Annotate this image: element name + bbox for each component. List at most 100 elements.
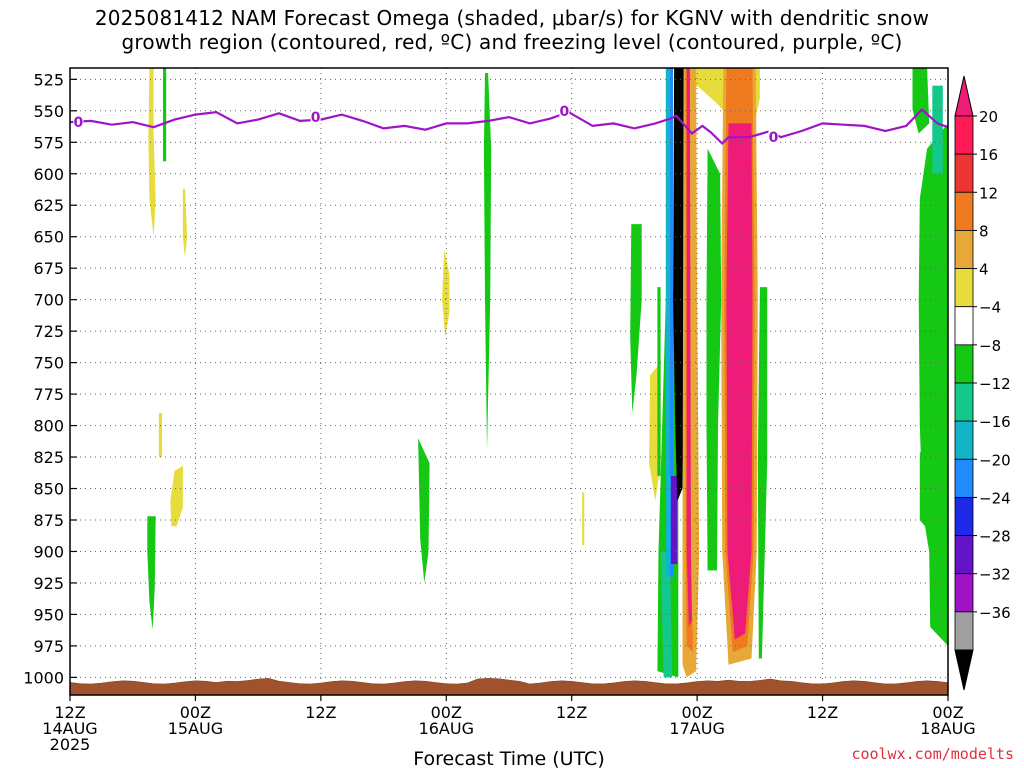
freezing-level-label-bg-1: [310, 108, 321, 125]
x-tick-label-12-2: 15AUG: [168, 719, 223, 738]
colorbar-label-6: −8: [979, 337, 1001, 355]
omega-region-22: [665, 68, 670, 577]
colorbar-top-arrow: [954, 75, 974, 117]
y-tick-label-925: 925: [33, 574, 64, 593]
y-tick-label-850: 850: [33, 480, 64, 499]
x-tick-label-24-1: 12Z: [305, 703, 336, 722]
ground-layer: [69, 678, 949, 696]
omega-region-17: [912, 68, 930, 134]
y-tick-label-700: 700: [33, 291, 64, 310]
colorbar-swatch-2: [954, 191, 974, 231]
freezing-level-label-0: 0: [73, 115, 83, 131]
omega-region-15: [706, 148, 722, 571]
freezing-level-label-bg-2: [559, 101, 570, 118]
colorbar: 20 16 12 8 4 −4 −8 −12 −16 −20 −24 −28 −32 −36: [954, 75, 1011, 691]
freezing-level-layer: 0 0 0 0: [69, 101, 949, 146]
x-axis-title: Forecast Time (UTC): [413, 748, 604, 768]
freezing-level-label-2: 0: [560, 104, 570, 120]
omega-region-23: [670, 68, 674, 577]
freezing-level-label-bg-0: [73, 113, 84, 130]
x-tick-label-60-1: 00Z: [681, 703, 712, 722]
colorbar-swatch-4: [954, 268, 974, 308]
colorbar-swatch-9: [954, 458, 974, 498]
colorbar-label-1: 16: [979, 146, 998, 164]
freezing-level-label-bg-3: [768, 128, 779, 145]
freezing-level-label-3: 0: [769, 130, 779, 146]
credit-text: coolwx.com/modelts: [851, 745, 1014, 763]
x-tick-label-48-1: 12Z: [556, 703, 587, 722]
ground-surface: [69, 678, 949, 696]
x-tick-label-0-1: 12Z: [54, 703, 85, 722]
colorbar-label-8: −16: [979, 413, 1011, 431]
y-tick-label-900: 900: [33, 542, 64, 561]
colorbar-swatch-8: [954, 420, 974, 460]
omega-region-11: [483, 73, 492, 451]
colorbar-label-5: −4: [979, 299, 1001, 317]
omega-shading-layer: [147, 68, 948, 678]
colorbar-swatch-7: [954, 382, 974, 422]
colorbar-swatch-3: [954, 230, 974, 269]
colorbar-bottom-arrow: [954, 649, 974, 691]
omega-region-2: [158, 413, 162, 457]
colorbar-swatch-0: [954, 115, 974, 155]
y-tick-label-575: 575: [33, 133, 64, 152]
omega-region-4: [442, 249, 450, 338]
x-tick-label-84-2: 18AUG: [920, 719, 975, 738]
omega-region-10: [418, 438, 430, 583]
colorbar-swatch-10: [954, 497, 974, 536]
y-tick-label-650: 650: [33, 228, 64, 247]
y-tick-label-875: 875: [33, 511, 64, 530]
colorbar-swatch-6: [954, 344, 974, 384]
omega-region-13: [657, 287, 661, 476]
y-tick-label-600: 600: [33, 165, 64, 184]
omega-region-12: [630, 224, 642, 413]
x-tick-label-60-2: 17AUG: [669, 719, 724, 738]
omega-region-8: [163, 68, 167, 162]
y-axis: 525 550 575 600 625 650 675 700 725 750 775 800 825 8…: [23, 70, 77, 687]
x-tick-label-72-1: 12Z: [807, 703, 838, 722]
colorbar-label-12: −32: [979, 566, 1011, 584]
omega-region-1: [182, 188, 188, 259]
y-tick-label-525: 525: [33, 70, 64, 89]
y-tick-label-950: 950: [33, 605, 64, 624]
x-tick-label-84-1: 00Z: [932, 703, 963, 722]
chart-title-line2: growth region (contoured, red, ºC) and f…: [121, 30, 903, 54]
y-tick-label-800: 800: [33, 417, 64, 436]
omega-region-24: [671, 475, 678, 565]
omega-region-20: [932, 85, 943, 174]
omega-region-0: [148, 68, 156, 237]
grid-layer: [70, 68, 948, 695]
colorbar-swatch-5: [954, 306, 974, 346]
omega-region-31: [726, 123, 753, 640]
omega-region-21: [660, 551, 673, 678]
x-tick-label-36-2: 16AUG: [419, 719, 474, 738]
colorbar-label-0: 20: [979, 108, 998, 126]
omega-region-19: [919, 450, 925, 527]
y-tick-label-825: 825: [33, 448, 64, 467]
colorbar-label-13: −36: [979, 604, 1011, 622]
y-tick-label-975: 975: [33, 637, 64, 656]
freezing-level-line: [69, 107, 949, 146]
colorbar-label-10: −24: [979, 489, 1011, 507]
colorbar-swatch-11: [954, 535, 974, 575]
omega-region-5: [582, 492, 585, 546]
y-tick-label-550: 550: [33, 102, 64, 121]
omega-region-28: [686, 68, 692, 627]
plot-frame: [69, 67, 949, 696]
y-tick-label-725: 725: [33, 322, 64, 341]
omega-region-16: [757, 287, 768, 659]
colorbar-swatch-13: [954, 611, 974, 651]
freezing-level-label-1: 0: [311, 110, 321, 126]
omega-region-18: [918, 123, 948, 646]
colorbar-swatch-12: [954, 573, 974, 613]
colorbar-label-7: −12: [979, 375, 1011, 393]
omega-region-3: [170, 465, 183, 527]
x-tick-label-36-1: 00Z: [431, 703, 462, 722]
y-tick-label-675: 675: [33, 259, 64, 278]
colorbar-label-11: −28: [979, 528, 1011, 546]
y-tick-label-625: 625: [33, 196, 64, 215]
colorbar-label-4: 4: [979, 261, 989, 279]
colorbar-label-3: 8: [979, 222, 989, 240]
